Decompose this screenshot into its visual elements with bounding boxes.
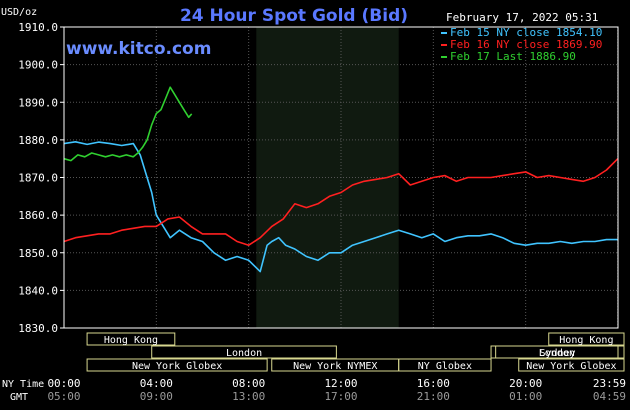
x-tick-label-ny: 20:00 — [509, 377, 542, 390]
x-axis-gmt-row-label: GMT — [10, 392, 28, 403]
legend-entry: Feb 17 Last 1886.90 — [450, 50, 576, 63]
y-tick-label: 1880.0 — [18, 134, 58, 147]
session-label: New York Globex — [526, 361, 616, 372]
session-bar-new-york-globex — [518, 358, 625, 372]
x-axis: 00:00 04:00 08:00 12:00 16:00 20:00 23:59 05:00… — [47, 377, 626, 403]
y-tick-label: 1870.0 — [18, 172, 58, 185]
y-tick-label: 1900.0 — [18, 59, 58, 72]
session-label: New York Globex — [132, 361, 222, 372]
x-tick-label-ny: 08:00 — [232, 377, 265, 390]
y-tick-label: 1840.0 — [18, 284, 58, 297]
session-label: London — [226, 348, 262, 359]
price-series — [63, 86, 619, 273]
session-bar-new-york-globex — [86, 358, 268, 372]
series-line-feb-17-last-1886-90 — [63, 86, 193, 162]
y-axis-unit-label: USD/oz — [1, 7, 37, 18]
session-bar-london — [151, 345, 337, 359]
market-label: Sydney — [539, 348, 575, 359]
session-label: Hong Kong — [104, 335, 158, 346]
x-tick-label-gmt: 17:00 — [324, 390, 357, 403]
x-tick-label-gmt: 09:00 — [140, 390, 173, 403]
x-axis-ny-row-label: NY Time — [2, 379, 44, 390]
series-line-feb-16-ny-close-1869-90 — [63, 158, 619, 246]
x-tick-label-gmt: 21:00 — [417, 390, 450, 403]
chart-title: 24 Hour Spot Gold (Bid) — [180, 6, 408, 26]
x-tick-label-ny: 12:00 — [324, 377, 357, 390]
market-session-bars: Hong Kong Hong Kong London London New York G… — [86, 332, 625, 372]
session-bar-hong-kong — [548, 332, 625, 346]
site-watermark: www.kitco.com — [66, 39, 211, 59]
legend-entry: Feb 16 NY close 1869.90 — [450, 38, 602, 51]
x-tick-label-ny: 04:00 — [140, 377, 173, 390]
session-label: London — [539, 348, 575, 359]
legend-entry: Feb 15 NY close 1854.10 — [450, 26, 602, 39]
x-tick-label-ny: 00:00 — [47, 377, 80, 390]
y-tick-label: 1860.0 — [18, 209, 58, 222]
series-line-feb-15-ny-close-1854-10 — [63, 141, 618, 273]
x-tick-label-gmt: 05:00 — [47, 390, 80, 403]
x-tick-label-gmt: 04:59 — [593, 390, 626, 403]
x-tick-label-gmt: 13:00 — [232, 390, 265, 403]
x-tick-label-ny: 16:00 — [417, 377, 450, 390]
market-bar-sydney — [490, 345, 625, 359]
session-label: Hong Kong — [559, 335, 613, 346]
market-label: New York NYMEX — [293, 361, 377, 372]
y-axis: 1910.0 1900.0 1890.0 1880.0 1870.0 1860.0 1850… — [18, 21, 64, 335]
y-tick-label: 1910.0 — [18, 21, 58, 34]
chart-date-label: February 17, 2022 05:31 — [446, 11, 598, 24]
session-bar-hong-kong — [86, 332, 176, 346]
y-tick-label: 1890.0 — [18, 96, 58, 109]
market-label: NY Globex — [418, 361, 472, 372]
x-tick-label-gmt: 01:00 — [509, 390, 542, 403]
y-tick-label: 1850.0 — [18, 247, 58, 260]
y-tick-label: 1830.0 — [18, 322, 58, 335]
market-bar-ny-globex — [398, 358, 492, 372]
x-tick-label-ny: 23:59 — [593, 377, 626, 390]
